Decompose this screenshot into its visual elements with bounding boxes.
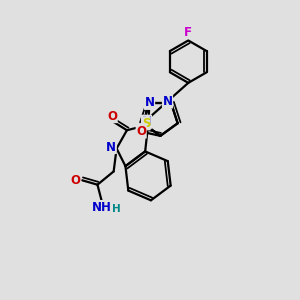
Text: H: H [112, 203, 120, 214]
Text: N: N [163, 95, 172, 108]
Text: NH: NH [92, 201, 112, 214]
Text: N: N [106, 140, 116, 154]
Text: O: O [71, 174, 81, 187]
Text: O: O [136, 125, 146, 138]
Text: F: F [184, 26, 192, 39]
Text: N: N [145, 96, 154, 109]
Text: O: O [107, 110, 117, 123]
Text: N: N [142, 115, 152, 128]
Text: S: S [142, 117, 150, 130]
